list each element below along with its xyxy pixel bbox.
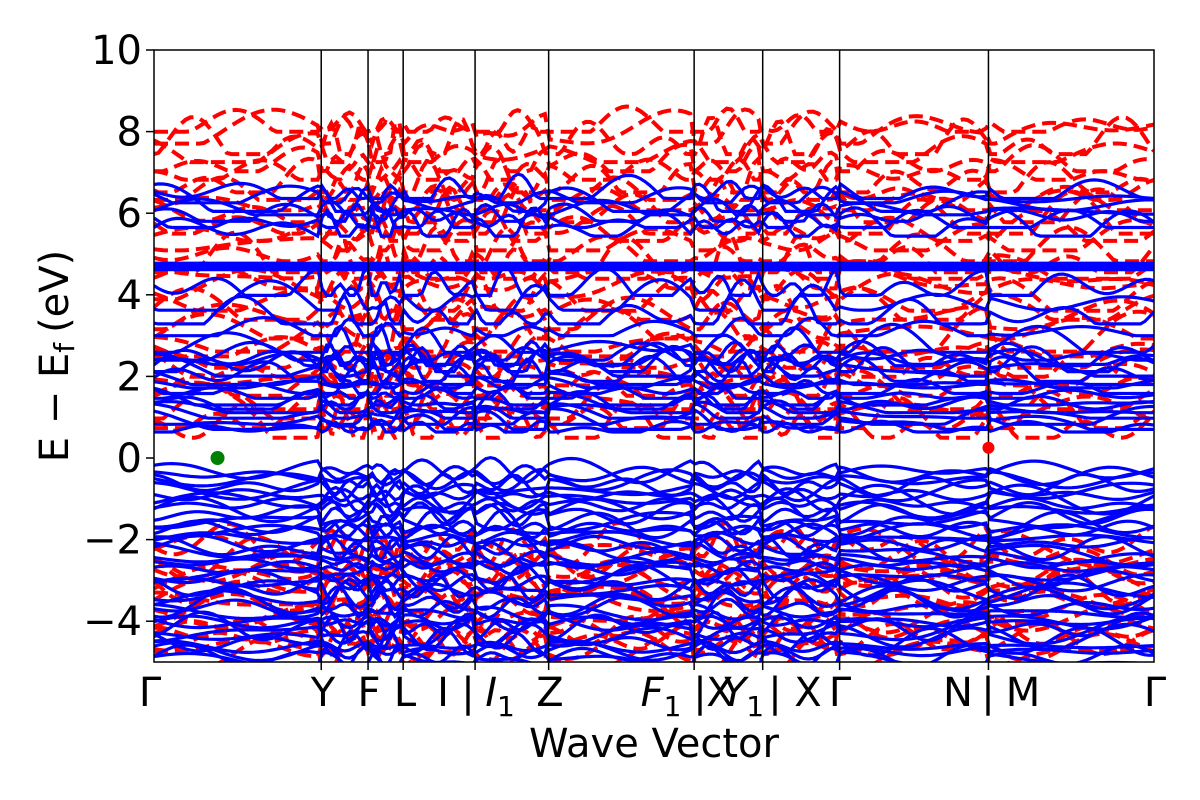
- high-symmetry-lines: [320, 50, 990, 662]
- vbm-marker: [210, 451, 225, 465]
- band-edge-markers: [210, 441, 995, 465]
- x-tick-label-10: X: [706, 670, 733, 716]
- spin-down-band-21: [154, 189, 1154, 236]
- x-tick-label-16: |: [981, 670, 994, 716]
- x-tick-label-4: I: [437, 670, 449, 716]
- x-tick-label-3: L: [394, 670, 417, 716]
- spin-down-band-24: [154, 174, 1154, 203]
- spin-down-band-29: [154, 115, 1154, 157]
- x-tick-label-12: |: [768, 670, 781, 716]
- x-tick-label-18: Γ: [1144, 670, 1167, 716]
- y-axis-label-main: E − E: [32, 353, 78, 463]
- x-tick-label-9: |: [693, 670, 706, 716]
- y-tick-label-2: 0: [117, 436, 142, 482]
- plot-frame: [153, 49, 1155, 663]
- y-tick-label-1: −2: [83, 518, 142, 564]
- y-tick-label-5: 6: [117, 191, 142, 237]
- x-axis-label: Wave Vector: [529, 721, 780, 767]
- x-tick-label-11: Y1: [722, 670, 764, 723]
- y-tick-label-7: 10: [91, 28, 142, 74]
- y-tick-label-3: 2: [117, 354, 142, 400]
- y-tick-label-0: −4: [83, 599, 142, 645]
- x-tick-label-14: Γ: [829, 670, 852, 716]
- x-tick-label-7: Z: [536, 670, 563, 716]
- y-axis: −4 −2 0 2 4 6 8 10: [83, 28, 154, 645]
- y-tick-label-6: 8: [117, 110, 142, 156]
- spin-down-band-25: [154, 154, 1154, 200]
- x-tick-label-5: |: [461, 670, 474, 716]
- x-tick-label-2: F: [357, 670, 380, 716]
- spin-down-band-26: [154, 156, 1154, 184]
- y-axis-label-unit: (eV): [32, 250, 78, 333]
- y-axis-label: E − Ef (eV): [32, 250, 81, 463]
- x-tick-label-15: N: [943, 670, 973, 716]
- band-lines: [154, 104, 1154, 662]
- y-tick-label-4: 4: [117, 273, 142, 319]
- cbm-marker: [982, 441, 995, 454]
- x-tick-label-13: X: [794, 670, 821, 716]
- y-axis-label-subscript: f: [48, 342, 81, 353]
- x-tick-label-17: M: [1006, 670, 1041, 716]
- x-tick-label-8: F1: [641, 670, 682, 723]
- x-tick-label-6: I1: [485, 670, 515, 723]
- x-tick-label-0: Γ: [139, 670, 162, 716]
- x-tick-label-1: Y: [310, 670, 336, 716]
- x-axis: Γ Y F L I | I1 Z F1 | XY1 | X Γ N | M Γ: [139, 662, 1167, 723]
- spin-down-band-27: [154, 142, 1154, 176]
